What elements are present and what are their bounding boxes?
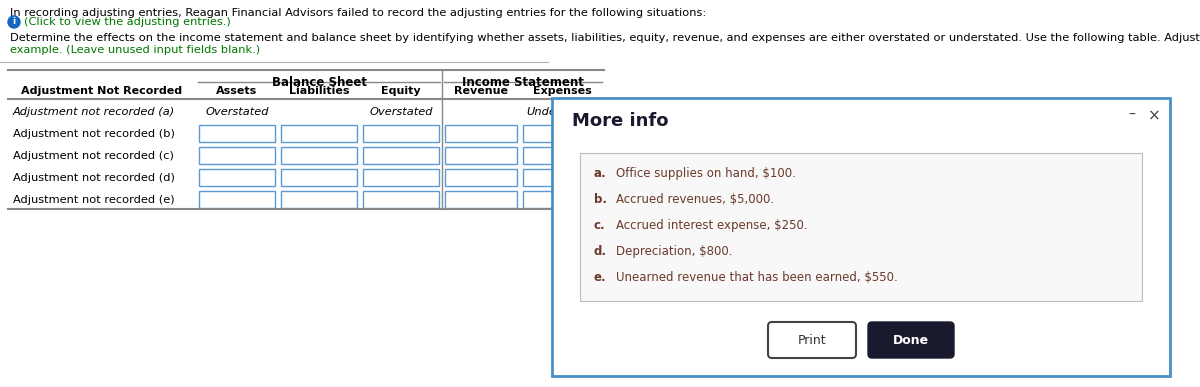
Text: More info: More info bbox=[572, 112, 668, 130]
Text: Adjustment not recorded (c): Adjustment not recorded (c) bbox=[13, 151, 174, 161]
Text: c.: c. bbox=[594, 219, 606, 232]
Text: Office supplies on hand, $100.: Office supplies on hand, $100. bbox=[616, 167, 796, 180]
Text: Print: Print bbox=[798, 334, 827, 346]
FancyBboxPatch shape bbox=[580, 153, 1142, 301]
FancyBboxPatch shape bbox=[445, 169, 517, 186]
Text: Accrued revenues, $5,000.: Accrued revenues, $5,000. bbox=[616, 193, 774, 206]
Text: Overstated: Overstated bbox=[205, 107, 269, 117]
Text: Balance Sheet: Balance Sheet bbox=[271, 76, 366, 89]
FancyBboxPatch shape bbox=[281, 191, 358, 208]
Text: Assets: Assets bbox=[216, 86, 258, 96]
FancyBboxPatch shape bbox=[364, 125, 439, 142]
FancyBboxPatch shape bbox=[523, 147, 601, 164]
Text: Expenses: Expenses bbox=[533, 86, 592, 96]
FancyBboxPatch shape bbox=[364, 191, 439, 208]
Text: In recording adjusting entries, Reagan Financial Advisors failed to record the a: In recording adjusting entries, Reagan F… bbox=[10, 8, 707, 18]
Circle shape bbox=[8, 16, 20, 28]
Text: Depreciation, $800.: Depreciation, $800. bbox=[616, 245, 732, 258]
FancyBboxPatch shape bbox=[768, 322, 856, 358]
FancyBboxPatch shape bbox=[523, 169, 601, 186]
Text: Equity: Equity bbox=[382, 86, 421, 96]
Text: Income Statement: Income Statement bbox=[462, 76, 584, 89]
FancyBboxPatch shape bbox=[199, 125, 275, 142]
FancyBboxPatch shape bbox=[868, 322, 954, 358]
FancyBboxPatch shape bbox=[199, 147, 275, 164]
FancyBboxPatch shape bbox=[199, 169, 275, 186]
FancyBboxPatch shape bbox=[281, 169, 358, 186]
FancyBboxPatch shape bbox=[552, 98, 1170, 376]
Text: d.: d. bbox=[594, 245, 607, 258]
Text: Adjustment not recorded (b): Adjustment not recorded (b) bbox=[13, 129, 175, 139]
Text: Liabilities: Liabilities bbox=[289, 86, 349, 96]
Text: Revenue: Revenue bbox=[454, 86, 508, 96]
Text: Overstated: Overstated bbox=[370, 107, 433, 117]
FancyBboxPatch shape bbox=[281, 147, 358, 164]
FancyBboxPatch shape bbox=[445, 147, 517, 164]
Text: Adjustment not recorded (a): Adjustment not recorded (a) bbox=[13, 107, 175, 117]
FancyBboxPatch shape bbox=[281, 125, 358, 142]
Text: b.: b. bbox=[594, 193, 607, 206]
FancyBboxPatch shape bbox=[445, 191, 517, 208]
FancyBboxPatch shape bbox=[523, 191, 601, 208]
Text: Adjustment Not Recorded: Adjustment Not Recorded bbox=[22, 86, 182, 96]
FancyBboxPatch shape bbox=[199, 191, 275, 208]
FancyBboxPatch shape bbox=[364, 169, 439, 186]
FancyBboxPatch shape bbox=[364, 147, 439, 164]
Text: e.: e. bbox=[594, 271, 607, 284]
Text: Adjustment not recorded (d): Adjustment not recorded (d) bbox=[13, 173, 175, 183]
Text: a.: a. bbox=[594, 167, 607, 180]
FancyBboxPatch shape bbox=[523, 125, 601, 142]
FancyBboxPatch shape bbox=[445, 125, 517, 142]
Text: –: – bbox=[1128, 108, 1135, 122]
Text: Accrued interest expense, $250.: Accrued interest expense, $250. bbox=[616, 219, 808, 232]
Text: Done: Done bbox=[893, 334, 929, 346]
Text: Unearned revenue that has been earned, $550.: Unearned revenue that has been earned, $… bbox=[616, 271, 898, 284]
Text: ×: × bbox=[1147, 108, 1160, 123]
Text: example. (Leave unused input fields blank.): example. (Leave unused input fields blan… bbox=[10, 45, 260, 55]
Text: Determine the effects on the income statement and balance sheet by identifying w: Determine the effects on the income stat… bbox=[10, 33, 1200, 43]
Text: i: i bbox=[12, 17, 16, 26]
Text: Adjustment not recorded (e): Adjustment not recorded (e) bbox=[13, 195, 175, 205]
Text: (Click to view the adjusting entries.): (Click to view the adjusting entries.) bbox=[24, 17, 230, 27]
Text: Understated: Understated bbox=[527, 107, 598, 117]
